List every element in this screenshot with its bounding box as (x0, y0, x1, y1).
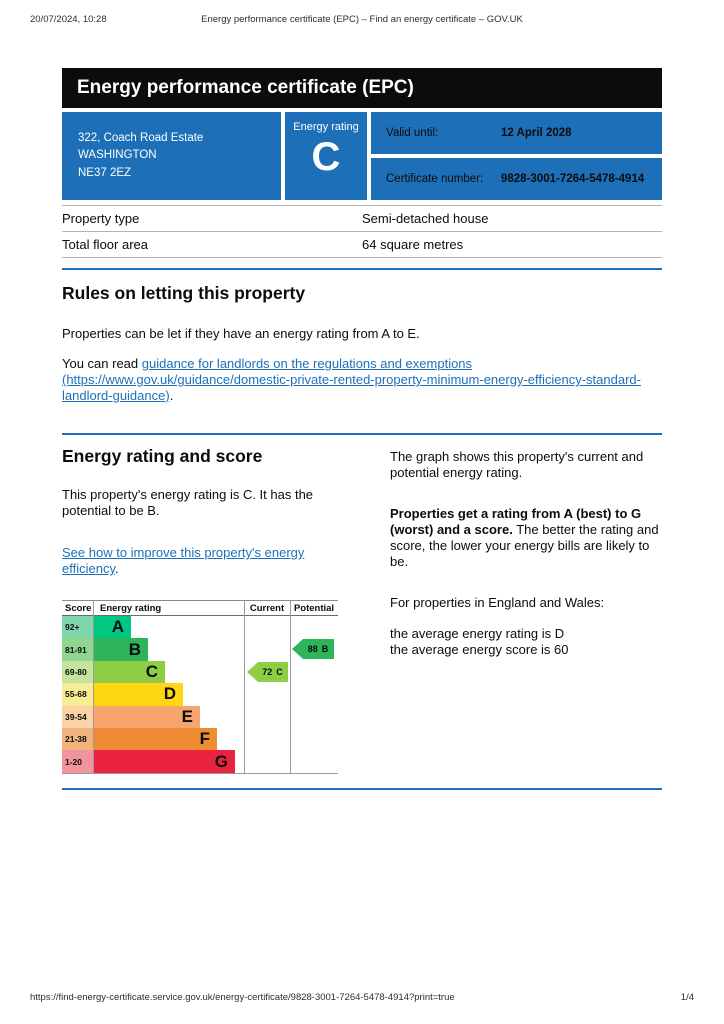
average-score-line: the average energy score is 60 (390, 642, 569, 657)
certificate-number-label: Certificate number: (386, 173, 484, 185)
improve-paragraph: See how to improve this property's energ… (62, 545, 340, 577)
property-type-label: Property type (62, 211, 140, 226)
potential-rating-arrow: 88 B (292, 639, 334, 659)
rating-explanation-bold: Properties get a rating from A (best) to… (390, 506, 642, 537)
band-d-bar: D (93, 683, 183, 706)
print-page-title: Energy performance certificate (EPC) – F… (201, 14, 523, 25)
band-g-score: 1-20 (62, 750, 93, 773)
section-divider (62, 433, 662, 435)
floor-area-value: 64 square metres (362, 237, 464, 252)
section-divider (62, 268, 662, 270)
energy-rating-chart: Score Energy rating Current Potential 92… (62, 600, 338, 774)
average-rating-line: the average energy rating is D (390, 626, 565, 641)
table-row: Property type Semi-detached house (62, 206, 662, 232)
certificate-summary: 322, Coach Road Estate WASHINGTON NE37 2… (62, 112, 662, 200)
chart-gridline (244, 600, 245, 773)
banner-title: Energy performance certificate (EPC) (77, 77, 414, 98)
address-line-3: NE37 2EZ (78, 166, 132, 179)
current-band: C (276, 667, 283, 677)
table-row: Total floor area 64 square metres (62, 232, 662, 258)
band-c-score: 69-80 (62, 660, 93, 684)
address-line-2: WASHINGTON (78, 149, 157, 162)
rating-column-header: Energy rating (100, 603, 162, 614)
band-e-bar: E (93, 705, 200, 728)
band-f-score: 21-38 (62, 727, 93, 751)
rating-explanation: Properties get a rating from A (best) to… (390, 506, 664, 570)
band-row-d: 55-68 D (62, 683, 338, 706)
certificate-details: Valid until: 12 April 2028 Certificate n… (371, 112, 662, 200)
current-rating-arrow: 72 C (247, 662, 288, 682)
rules-paragraph: Properties can be let if they have an en… (62, 326, 420, 341)
band-d-score: 55-68 (62, 683, 93, 706)
band-c-bar: C (93, 660, 165, 684)
improve-suffix: . (115, 561, 119, 576)
band-row-g: 1-20 G (62, 750, 338, 773)
chart-gridline (290, 600, 291, 773)
print-url: https://find-energy-certificate.service.… (30, 992, 455, 1003)
rating-explanation-rest: The better the rating and score, the low… (390, 522, 659, 569)
address-line-1: 322, Coach Road Estate (78, 132, 204, 144)
england-wales-intro: For properties in England and Wales: (390, 595, 605, 610)
page-number: 1/4 (680, 992, 694, 1003)
improve-efficiency-link[interactable]: See how to improve this property's energ… (62, 545, 305, 576)
valid-until-row: Valid until: 12 April 2028 (371, 112, 662, 154)
rating-summary-paragraph: This property's energy rating is C. It h… (62, 487, 314, 518)
guidance-text-suffix: . (169, 388, 174, 403)
rules-section: Rules on letting this property Propertie… (62, 283, 662, 404)
chart-header-row: Score Energy rating Current Potential (62, 600, 338, 616)
certificate-number-row: Certificate number: 9828-3001-7264-5478-… (371, 158, 662, 200)
section-divider (62, 788, 662, 790)
band-row-e: 39-54 E (62, 705, 338, 728)
property-facts-table: Property type Semi-detached house Total … (62, 205, 662, 258)
band-f-bar: F (93, 727, 217, 751)
score-column-header: Score (65, 603, 92, 614)
landlord-guidance-link[interactable]: guidance for landlords on the regulation… (62, 356, 641, 403)
band-b-score: 81-91 (62, 638, 93, 661)
certificate-number-value: 9828-3001-7264-5478-4914 (501, 173, 645, 185)
certificate-banner: Energy performance certificate (EPC) (62, 68, 662, 108)
rating-heading: Energy rating and score (62, 446, 263, 466)
guidance-text-prefix: You can read (62, 356, 142, 371)
band-row-f: 21-38 F (62, 727, 338, 751)
band-g-bar: G (93, 750, 235, 773)
band-row-a: 92+ A (62, 616, 338, 639)
floor-area-label: Total floor area (62, 237, 148, 252)
energy-rating-label: Energy rating (293, 121, 359, 133)
print-datetime: 20/07/2024, 10:28 (30, 14, 107, 25)
rules-guidance-paragraph: You can read guidance for landlords on t… (62, 356, 662, 404)
property-type-value: Semi-detached house (362, 211, 489, 226)
band-row-c: 69-80 C (62, 660, 338, 684)
band-a-bar: A (93, 616, 131, 639)
chart-gridline (93, 600, 94, 773)
current-column-header: Current (249, 603, 285, 614)
property-address: 322, Coach Road Estate WASHINGTON NE37 2… (62, 112, 281, 200)
valid-until-value: 12 April 2028 (501, 127, 572, 139)
potential-band: B (321, 644, 329, 654)
band-row-b: 81-91 B (62, 638, 338, 661)
graph-description: The graph shows this property's current … (390, 449, 644, 480)
potential-column-header: Potential (293, 603, 335, 614)
valid-until-label: Valid until: (386, 127, 439, 139)
rating-section-left-column: Energy rating and score This property's … (62, 446, 340, 576)
band-e-score: 39-54 (62, 705, 93, 728)
band-b-bar: B (93, 638, 148, 661)
rules-heading: Rules on letting this property (62, 283, 306, 303)
band-a-score: 92+ (62, 616, 93, 639)
energy-rating-value: C (311, 135, 341, 179)
potential-score: 88 (307, 644, 318, 654)
current-score: 72 (262, 667, 273, 677)
print-header: 20/07/2024, 10:28 Energy performance cer… (30, 14, 694, 25)
energy-rating-box: Energy rating C (285, 112, 367, 200)
